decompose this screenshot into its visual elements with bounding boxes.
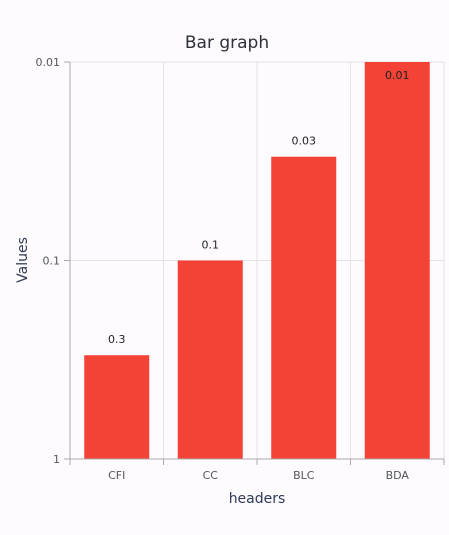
x-tick-label: BDA: [386, 469, 410, 482]
y-tick-label: 0.01: [36, 56, 61, 69]
bar: [271, 156, 337, 460]
y-axis-label: Values: [15, 237, 31, 283]
bars-layer: [84, 62, 430, 460]
bar: [84, 355, 150, 459]
data-label: 0.01: [385, 69, 410, 82]
data-label: 0.1: [202, 239, 220, 252]
data-label: 0.3: [108, 333, 126, 346]
y-tick-label: 0.1: [43, 255, 61, 268]
x-tick-label: BLC: [293, 469, 315, 482]
y-tick-label: 1: [53, 453, 60, 466]
data-label: 0.03: [292, 135, 317, 148]
bar: [364, 62, 430, 459]
axes-layer: 1 0.1 0.01 CFI CC BLC BDA: [36, 56, 445, 482]
bar: [177, 260, 243, 459]
x-tick-label: CC: [203, 469, 219, 482]
chart-title: Bar graph: [185, 33, 269, 53]
x-axis-label: headers: [229, 491, 286, 507]
x-tick-label: CFI: [108, 469, 125, 482]
data-labels-layer: 0.3 0.1 0.03 0.01: [108, 69, 410, 346]
